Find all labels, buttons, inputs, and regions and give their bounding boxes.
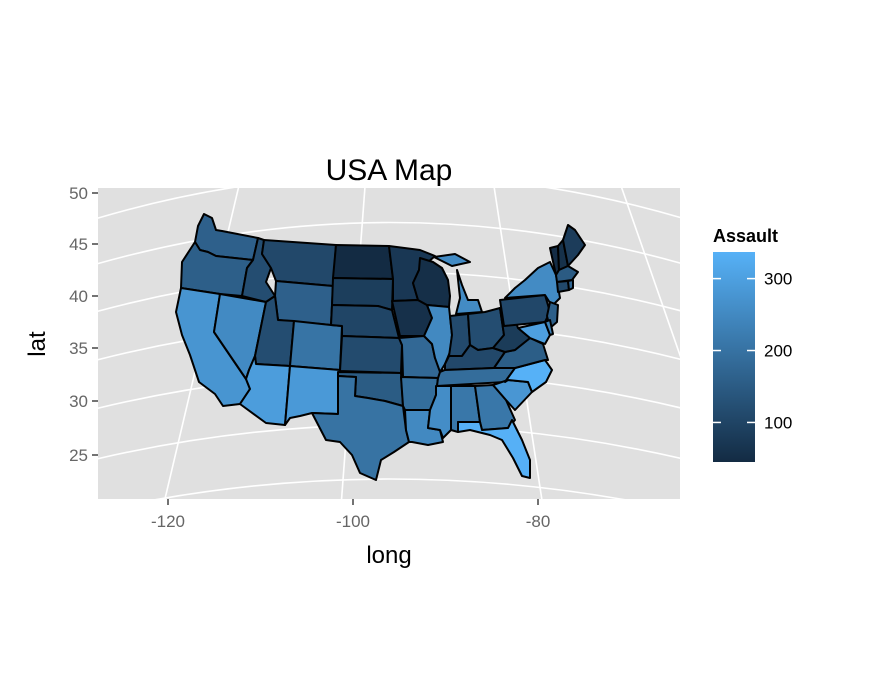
state-kansas xyxy=(339,335,403,374)
x-axis: -120 -100 -80 xyxy=(151,499,550,531)
state-florida xyxy=(457,419,531,479)
y-tick-label: 35 xyxy=(69,339,88,358)
state-maryland xyxy=(517,321,551,345)
y-tick-label: 45 xyxy=(69,235,88,254)
y-tick-label: 30 xyxy=(69,392,88,411)
legend-title: Assault xyxy=(713,226,778,246)
legend-tick-label: 300 xyxy=(764,270,792,289)
y-tick-label: 40 xyxy=(69,287,88,306)
graticule-line xyxy=(155,478,625,499)
legend-tick-label: 200 xyxy=(764,342,792,361)
y-axis-label: lat xyxy=(24,331,51,357)
legend-colorbar xyxy=(713,252,755,462)
state-pennsylvania xyxy=(499,294,551,327)
y-axis: 25 30 35 40 45 50 xyxy=(69,184,98,465)
state-michigan xyxy=(433,253,483,315)
state-delaware xyxy=(544,319,554,336)
y-tick-label: 25 xyxy=(69,446,88,465)
state-wyoming xyxy=(274,280,334,326)
color-legend: Assault 100 200 300 xyxy=(713,226,792,462)
x-tick-label: -100 xyxy=(336,512,370,531)
x-tick-label: -80 xyxy=(526,512,551,531)
state-colorado xyxy=(289,320,343,371)
state-polygons xyxy=(175,213,586,481)
x-tick-label: -120 xyxy=(151,512,185,531)
state-north-dakota xyxy=(332,244,394,280)
legend-tick-label: 100 xyxy=(764,413,792,432)
y-tick-label: 50 xyxy=(69,184,88,203)
state-rhode-island xyxy=(567,279,574,291)
graticule-line xyxy=(620,188,680,358)
chart-title: USA Map xyxy=(326,154,453,187)
graticule-line xyxy=(98,221,680,265)
state-nebraska xyxy=(330,304,400,339)
state-new-york xyxy=(504,261,561,307)
x-axis-label: long xyxy=(366,542,411,569)
